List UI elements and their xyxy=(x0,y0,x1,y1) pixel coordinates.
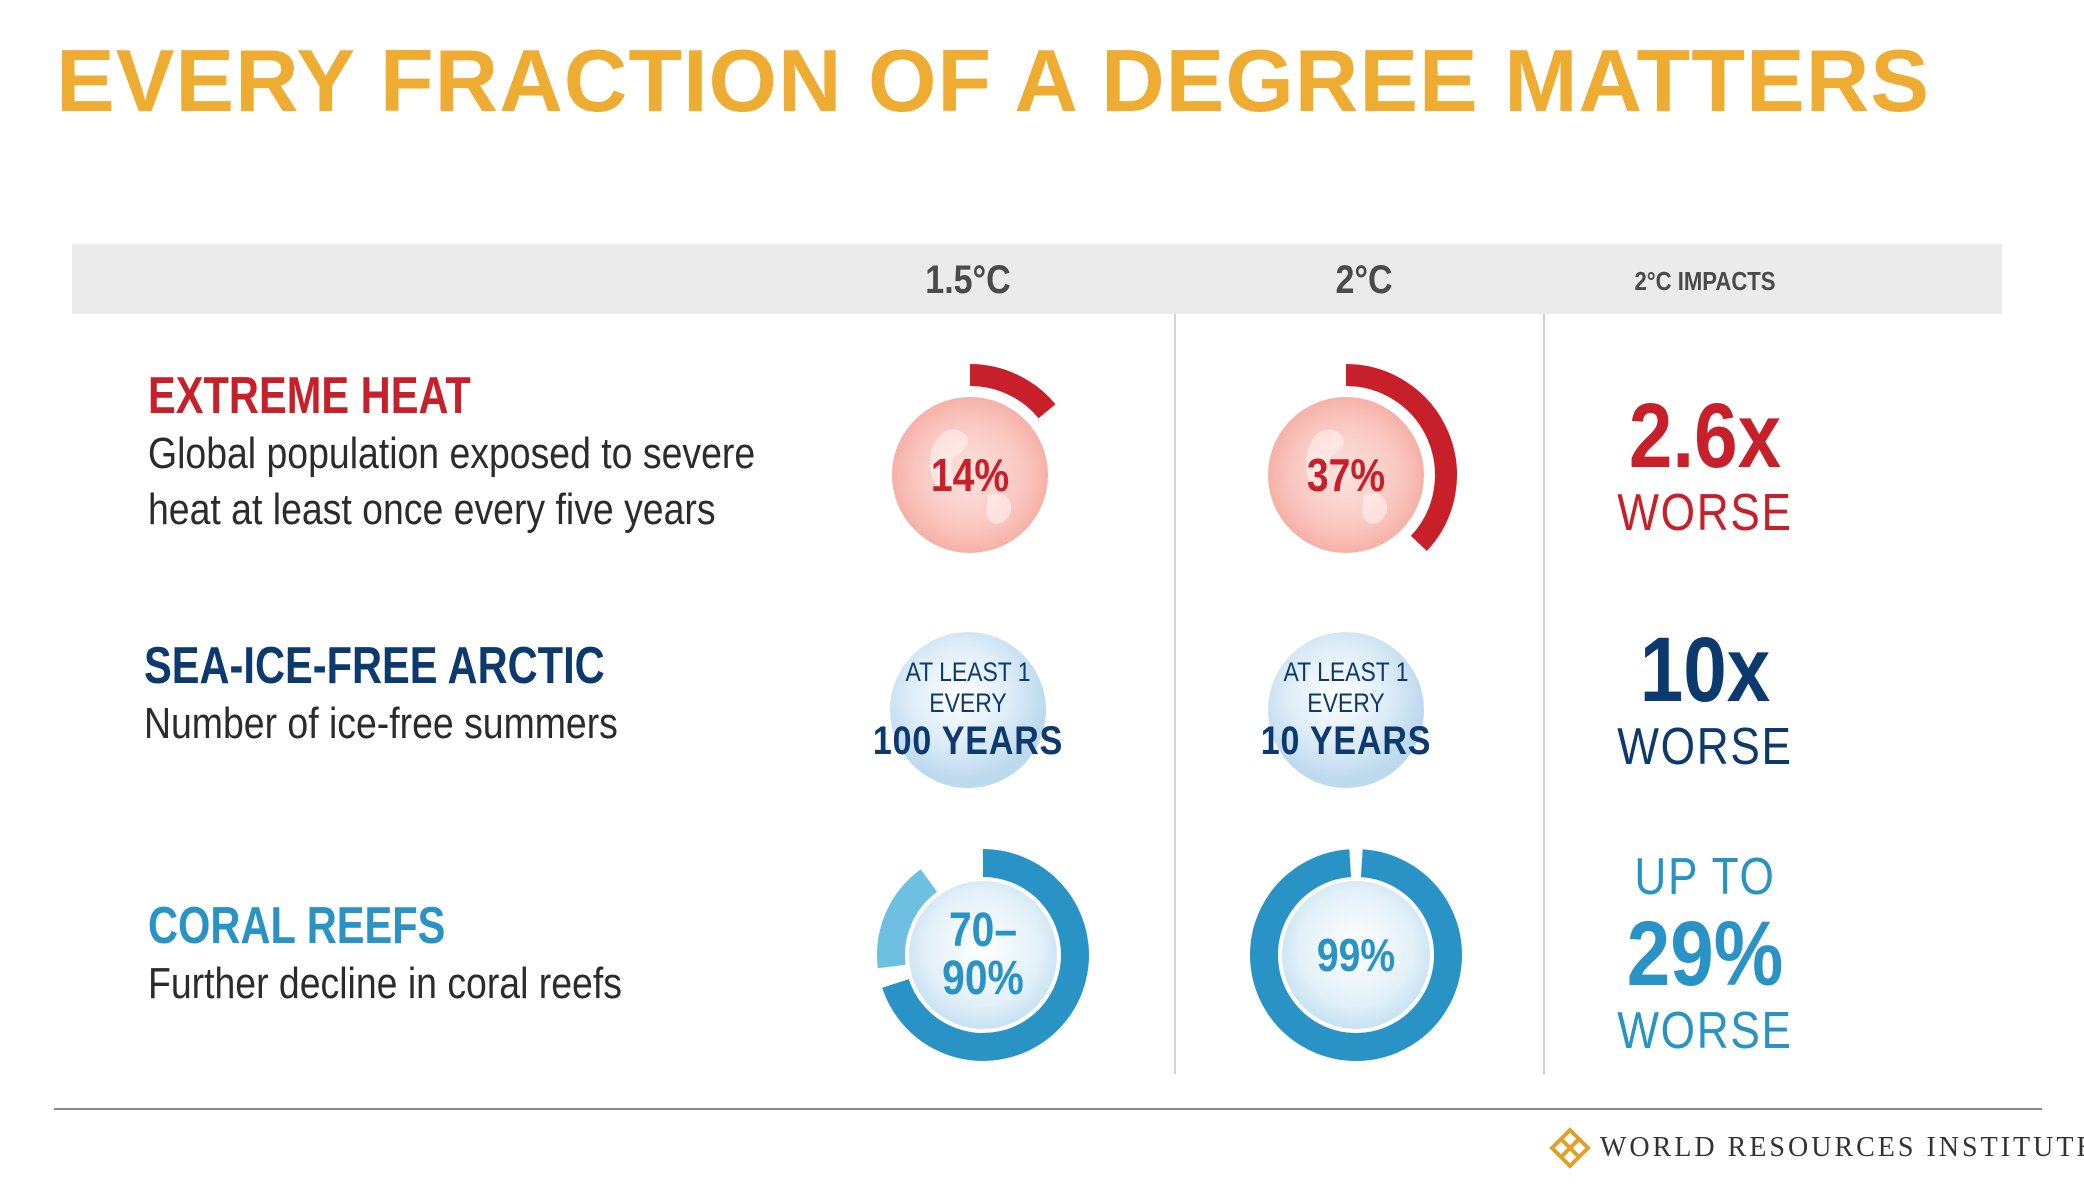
gauge-heat-2c: 37% xyxy=(1226,355,1466,595)
org-name: WORLD RESOURCES INSTITUTE xyxy=(1600,1132,2084,1163)
column-header-1-5c: 1.5°C xyxy=(925,258,1011,302)
row-desc-sea-ice-free-arctic: Number of ice-free summers xyxy=(144,699,618,748)
wri-logo-icon xyxy=(1549,1127,1591,1169)
impact-value-coral: 29% xyxy=(1626,903,1784,1005)
gauge-arc-coral-1-5c-min xyxy=(882,849,1089,1061)
arctic-1-5c-line2: 100 YEARS xyxy=(872,718,1064,763)
coral-icon xyxy=(1282,881,1430,1029)
impact-prefix-coral: UP TO xyxy=(1634,848,1776,906)
row-desc-extreme-heat-line1: Global population exposed to severe xyxy=(148,429,756,478)
gauge-value-coral-2c: 99% xyxy=(1316,929,1396,981)
arctic-2c-line2: 10 YEARS xyxy=(1260,718,1432,763)
gauge-coral-1-5c: 70– 90% xyxy=(863,835,1103,1075)
globe-arctic-1-5c: AT LEAST 1 EVERY 100 YEARS xyxy=(848,590,1088,830)
ice-globe-icon xyxy=(890,632,1046,788)
column-divider xyxy=(1174,314,1176,1074)
gauge-coral-2c: 99% xyxy=(1236,835,1476,1075)
coral-1-5c-line2: 90% xyxy=(942,952,1024,1005)
gauge-arc-heat-2c xyxy=(1345,364,1457,551)
footer-divider xyxy=(54,1108,2042,1110)
impact-word-heat: WORSE xyxy=(1617,484,1793,542)
impact-word-arctic: WORSE xyxy=(1617,718,1793,776)
row-desc-extreme-heat-line2: heat at least once every five years xyxy=(148,485,716,534)
impact-arctic: 10x WORSE xyxy=(1617,622,1792,776)
gauge-arc-coral-2c xyxy=(1250,849,1462,1061)
row-title-sea-ice-free-arctic: SEA-ICE-FREE ARCTIC xyxy=(144,637,605,695)
column-header-2c: 2°C xyxy=(1335,258,1393,302)
impact-heat: 2.6x WORSE xyxy=(1617,388,1792,542)
page-title: EVERY FRACTION OF A DEGREE MATTERS xyxy=(56,31,1930,130)
impact-coral: UP TO 29% WORSE xyxy=(1617,848,1792,1060)
globe-icon xyxy=(892,397,1048,553)
gauge-arc-heat-1-5c xyxy=(969,364,1056,419)
coral-icon xyxy=(909,881,1057,1029)
arctic-1-5c-line1: AT LEAST 1 EVERY xyxy=(905,656,1031,718)
globe-icon xyxy=(1268,397,1424,553)
gauge-arc-coral-1-5c-range xyxy=(877,869,938,969)
impact-word-coral: WORSE xyxy=(1617,1002,1793,1060)
coral-1-5c-line1: 70– xyxy=(948,904,1018,957)
globe-arctic-2c: AT LEAST 1 EVERY 10 YEARS xyxy=(1226,590,1466,830)
column-header-bar xyxy=(72,244,2002,314)
row-title-extreme-heat: EXTREME HEAT xyxy=(148,367,471,425)
gauge-value-heat-1-5c: 14% xyxy=(930,449,1010,501)
column-header-2c-impacts: 2°C IMPACTS xyxy=(1634,266,1776,296)
gauge-value-heat-2c: 37% xyxy=(1306,449,1386,501)
impact-value-heat: 2.6x xyxy=(1628,385,1782,487)
column-divider xyxy=(1543,314,1545,1074)
row-title-coral-reefs: CORAL REEFS xyxy=(148,897,446,955)
ice-globe-icon xyxy=(1268,632,1424,788)
gauge-heat-1-5c: 14% xyxy=(850,355,1090,595)
impact-value-arctic: 10x xyxy=(1639,619,1771,721)
arctic-2c-line1: AT LEAST 1 EVERY xyxy=(1283,656,1409,718)
row-desc-coral-reefs: Further decline in coral reefs xyxy=(148,959,622,1008)
